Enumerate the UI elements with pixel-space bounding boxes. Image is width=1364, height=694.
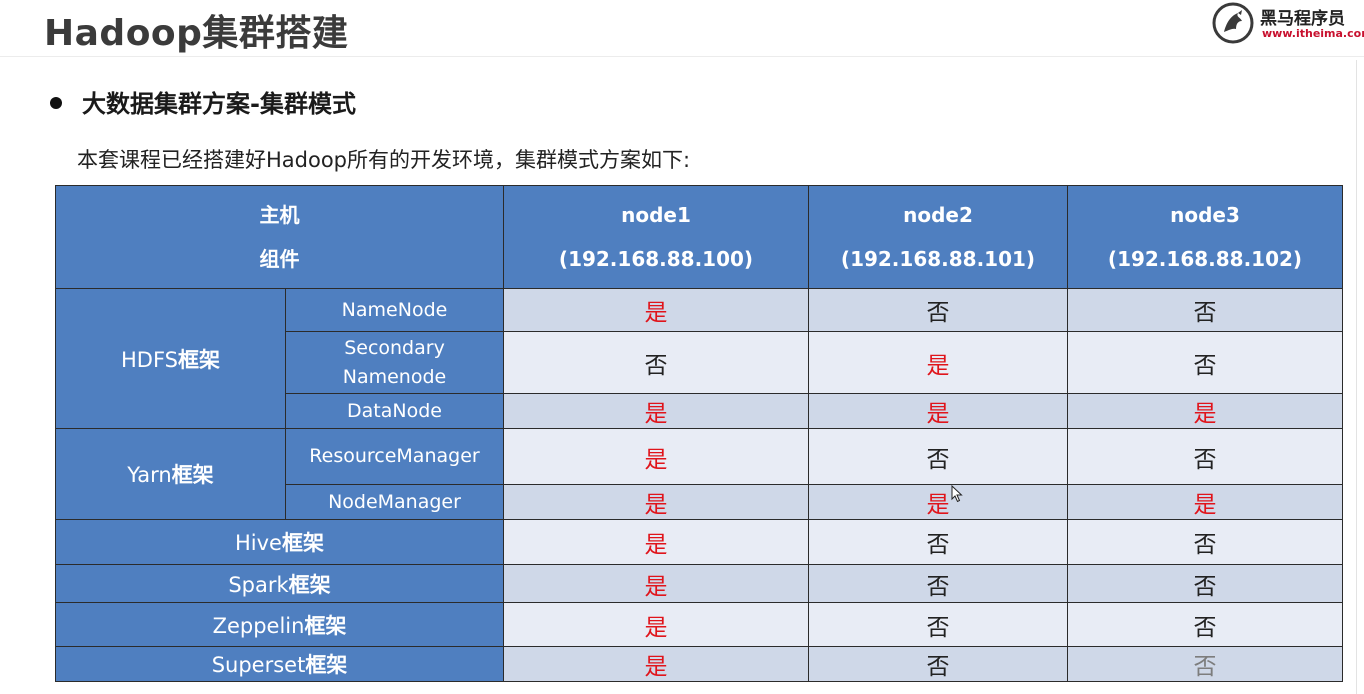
framework-cell: Superset框架 xyxy=(55,646,504,682)
framework-cell: Hive框架 xyxy=(55,519,504,565)
value-cell: 是 xyxy=(1067,484,1343,520)
node1-ip: (192.168.88.100) xyxy=(558,247,754,271)
group-hdfs-cell: HDFS框架 xyxy=(55,288,286,429)
bullet-icon xyxy=(50,97,62,109)
header-corner-cell: 主机 组件 xyxy=(55,185,504,289)
value-cell: 否 xyxy=(1067,288,1343,332)
value-cell: 是 xyxy=(503,393,809,429)
value-cell: 否 xyxy=(503,331,809,394)
brand-url: www.itheima.com xyxy=(1262,27,1364,40)
framework-cell: Spark框架 xyxy=(55,564,504,603)
value-cell: 是 xyxy=(503,564,809,603)
value-cell: 否 xyxy=(808,564,1068,603)
table-row: Yarn框架 ResourceManager 是 否 否 xyxy=(55,428,1343,520)
header-node2: node2 (192.168.88.101) xyxy=(808,185,1068,289)
value-cell: 否 xyxy=(808,602,1068,647)
component-cell: ResourceManager xyxy=(285,428,504,485)
value-cell: 否 xyxy=(1067,428,1343,485)
component-cell: DataNode xyxy=(285,393,504,429)
component-line: Namenode xyxy=(342,365,447,388)
table-row: Zeppelin框架 是 否 否 xyxy=(55,602,1343,647)
header-divider xyxy=(0,56,1364,57)
framework-suffix: 框架 xyxy=(288,572,331,597)
table-row: DataNode 是 是 是 xyxy=(56,393,1343,429)
node3-ip: (192.168.88.102) xyxy=(1107,247,1303,271)
brand-logo: 黑马程序员 www.itheima.com xyxy=(1212,2,1364,46)
table-header-row: 主机 组件 node1 (192.168.88.100) node2 (192.… xyxy=(55,185,1343,289)
table-row: NodeManager 是 是 是 xyxy=(56,484,1343,520)
node1-name: node1 xyxy=(621,203,691,227)
table-row: Spark框架 是 否 否 xyxy=(55,564,1343,603)
value-cell: 是 xyxy=(503,484,809,520)
table-row: Secondary Namenode 否 是 否 xyxy=(56,331,1343,394)
component-line: Secondary xyxy=(344,336,445,359)
value-cell: 是 xyxy=(503,646,809,682)
value-cell: 是 xyxy=(503,288,809,332)
table-row: Superset框架 是 否 否 xyxy=(55,646,1343,682)
table-row: Hive框架 是 否 否 xyxy=(55,519,1343,565)
group-yarn-name: Yarn xyxy=(127,463,172,487)
header-host-label: 主机 xyxy=(259,203,300,227)
framework-suffix: 框架 xyxy=(305,653,348,677)
group-hdfs-suffix: 框架 xyxy=(178,347,220,372)
header-node1: node1 (192.168.88.100) xyxy=(503,185,809,289)
page-title: Hadoop集群搭建 xyxy=(44,13,349,54)
framework-cell: Zeppelin框架 xyxy=(55,602,504,647)
value-cell: 是 xyxy=(503,519,809,565)
component-cell: NodeManager xyxy=(285,484,504,520)
framework-name: Hive xyxy=(235,531,282,555)
value-cell: 是 xyxy=(808,331,1068,394)
intro-text: 本套课程已经搭建好Hadoop所有的开发环境，集群模式方案如下: xyxy=(77,148,691,172)
value-cell: 否 xyxy=(1067,519,1343,565)
value-cell: 否 xyxy=(808,288,1068,332)
node2-name: node2 xyxy=(903,203,973,227)
section-heading: 大数据集群方案-集群模式 xyxy=(50,84,356,118)
value-cell: 否 xyxy=(1067,564,1343,603)
value-cell: 否 xyxy=(1067,602,1343,647)
mouse-pointer-icon xyxy=(951,485,963,503)
framework-name: Spark xyxy=(228,572,289,597)
framework-suffix: 框架 xyxy=(281,531,324,555)
slide-edge-divider xyxy=(1356,60,1357,694)
framework-suffix: 框架 xyxy=(304,613,347,638)
component-cell: Secondary Namenode xyxy=(285,331,504,394)
brand-name: 黑马程序员 xyxy=(1260,9,1345,29)
value-cell: 是 xyxy=(808,484,1068,520)
value-cell: 否 xyxy=(1067,331,1343,394)
framework-name: Superset xyxy=(211,653,306,677)
framework-name: Zeppelin xyxy=(212,613,305,638)
cluster-table: 主机 组件 node1 (192.168.88.100) node2 (192.… xyxy=(55,185,1343,682)
value-cell: 是 xyxy=(503,428,809,485)
header-component-label: 组件 xyxy=(259,247,300,271)
value-cell: 是 xyxy=(808,393,1068,429)
group-hdfs-name: HDFS xyxy=(120,347,178,372)
section-heading-text: 大数据集群方案-集群模式 xyxy=(82,90,356,118)
value-cell: 否 xyxy=(808,646,1068,682)
node3-name: node3 xyxy=(1170,203,1240,227)
node2-ip: (192.168.88.101) xyxy=(840,247,1036,271)
value-cell: 否 xyxy=(1067,646,1343,682)
group-yarn-cell: Yarn框架 xyxy=(55,428,286,520)
table-row: HDFS框架 NameNode 是 否 否 xyxy=(55,288,1343,429)
group-yarn-suffix: 框架 xyxy=(171,463,214,487)
value-cell: 是 xyxy=(1067,393,1343,429)
value-cell: 是 xyxy=(503,602,809,647)
value-cell: 否 xyxy=(808,519,1068,565)
component-cell: NameNode xyxy=(285,288,504,332)
horse-logo-icon xyxy=(1212,2,1254,44)
header-node3: node3 (192.168.88.102) xyxy=(1067,185,1343,289)
value-cell: 否 xyxy=(808,428,1068,485)
